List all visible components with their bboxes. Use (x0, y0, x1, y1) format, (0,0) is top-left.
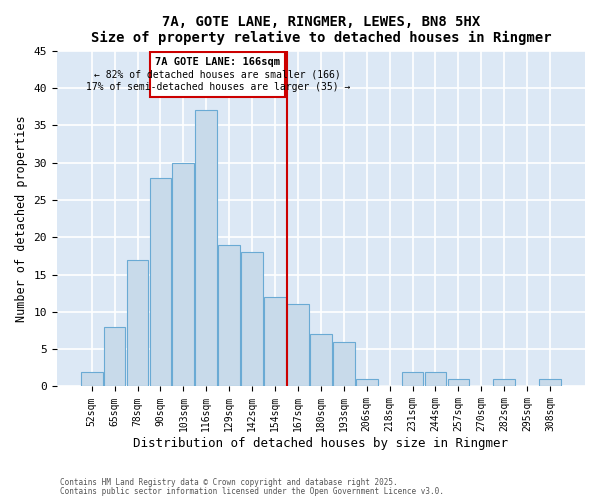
Text: 17% of semi-detached houses are larger (35) →: 17% of semi-detached houses are larger (… (86, 82, 350, 92)
Bar (104, 327, 125, 386)
Bar (287, 304, 309, 386)
Text: 7A GOTE LANE: 166sqm: 7A GOTE LANE: 166sqm (155, 57, 280, 67)
Title: 7A, GOTE LANE, RINGMER, LEWES, BN8 5HX
Size of property relative to detached hou: 7A, GOTE LANE, RINGMER, LEWES, BN8 5HX S… (91, 15, 551, 46)
Bar (356, 379, 377, 386)
FancyBboxPatch shape (150, 52, 286, 97)
Bar (310, 334, 332, 386)
Bar (448, 379, 469, 386)
Bar (401, 372, 424, 386)
Bar (196, 110, 217, 386)
Bar (493, 379, 515, 386)
Bar (127, 260, 148, 386)
Bar (81, 372, 103, 386)
Bar (333, 342, 355, 386)
Bar (264, 297, 286, 386)
Bar (172, 162, 194, 386)
Text: Contains HM Land Registry data © Crown copyright and database right 2025.: Contains HM Land Registry data © Crown c… (60, 478, 398, 487)
Y-axis label: Number of detached properties: Number of detached properties (15, 116, 28, 322)
Bar (149, 178, 172, 386)
Bar (218, 244, 240, 386)
Text: ← 82% of detached houses are smaller (166): ← 82% of detached houses are smaller (16… (94, 70, 341, 80)
Bar (539, 379, 561, 386)
Bar (241, 252, 263, 386)
Text: Contains public sector information licensed under the Open Government Licence v3: Contains public sector information licen… (60, 486, 444, 496)
Bar (425, 372, 446, 386)
X-axis label: Distribution of detached houses by size in Ringmer: Distribution of detached houses by size … (133, 437, 508, 450)
